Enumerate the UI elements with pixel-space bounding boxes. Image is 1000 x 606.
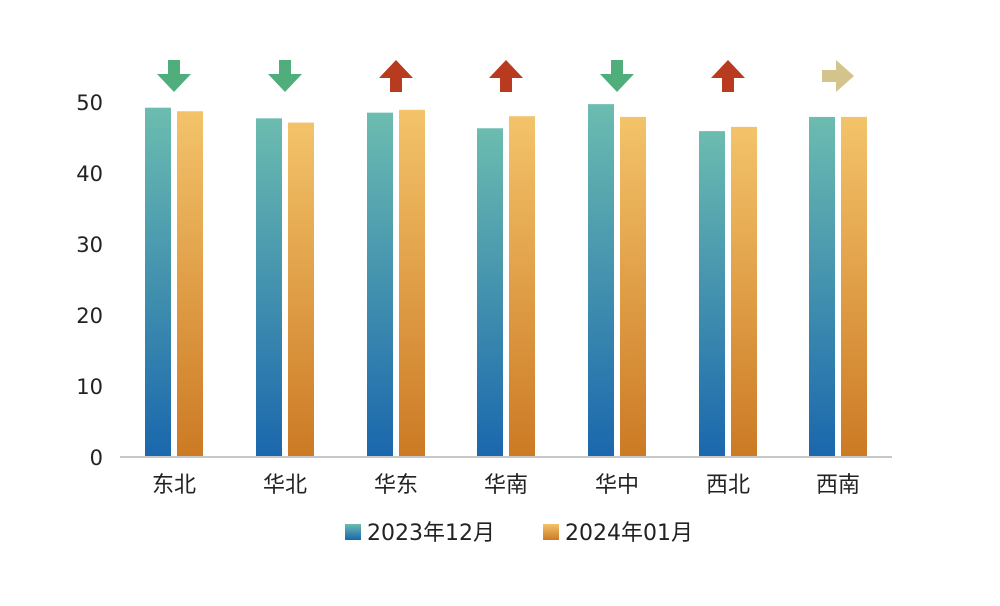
bar-series-2 bbox=[177, 111, 203, 457]
y-tick-label: 50 bbox=[76, 91, 103, 115]
legend-swatch-2 bbox=[543, 524, 559, 540]
legend: 2023年12月 2024年01月 bbox=[345, 521, 693, 546]
x-tick-label: 西南 bbox=[816, 473, 860, 498]
bar-series-1 bbox=[256, 118, 282, 457]
bar-series-1 bbox=[809, 116, 835, 457]
x-tick-label: 华南 bbox=[484, 473, 528, 498]
x-tick-label: 东北 bbox=[152, 473, 196, 498]
arrow-up-icon bbox=[489, 60, 523, 92]
category-labels: 东北 华北 华东 华南 华中 西北 西南 bbox=[152, 473, 860, 498]
arrow-up-icon bbox=[379, 60, 413, 92]
arrow-down-icon bbox=[600, 60, 634, 92]
arrow-down-icon bbox=[268, 60, 302, 92]
arrow-right-icon bbox=[822, 60, 854, 92]
bar-series-1 bbox=[477, 128, 503, 457]
y-tick-label: 30 bbox=[76, 233, 103, 257]
y-tick-label: 0 bbox=[90, 446, 103, 470]
bar-series-1 bbox=[699, 131, 725, 458]
bar-series-2 bbox=[509, 116, 535, 457]
bar-series-2 bbox=[399, 109, 425, 457]
legend-label-1: 2023年12月 bbox=[367, 521, 495, 546]
bar-series-2 bbox=[731, 126, 757, 457]
x-tick-label: 西北 bbox=[706, 473, 750, 498]
bar-series-2 bbox=[841, 116, 867, 457]
y-axis-ticks: 0 10 20 30 40 50 bbox=[76, 91, 103, 470]
arrow-down-icon bbox=[157, 60, 191, 92]
y-tick-label: 40 bbox=[76, 162, 103, 186]
legend-swatch-1 bbox=[345, 524, 361, 540]
trend-arrows bbox=[157, 60, 854, 92]
x-tick-label: 华中 bbox=[595, 473, 639, 498]
y-tick-label: 20 bbox=[76, 304, 103, 328]
bar-series-2 bbox=[620, 116, 646, 457]
bar-series-2 bbox=[288, 122, 314, 457]
bar-series-1 bbox=[588, 104, 614, 457]
arrow-up-icon bbox=[711, 60, 745, 92]
y-tick-label: 10 bbox=[76, 375, 103, 399]
x-tick-label: 华东 bbox=[374, 473, 418, 498]
legend-label-2: 2024年01月 bbox=[565, 521, 693, 546]
bar-series-1 bbox=[145, 107, 171, 458]
bars bbox=[145, 104, 867, 458]
x-tick-label: 华北 bbox=[263, 473, 307, 498]
bar-series-1 bbox=[367, 112, 393, 458]
